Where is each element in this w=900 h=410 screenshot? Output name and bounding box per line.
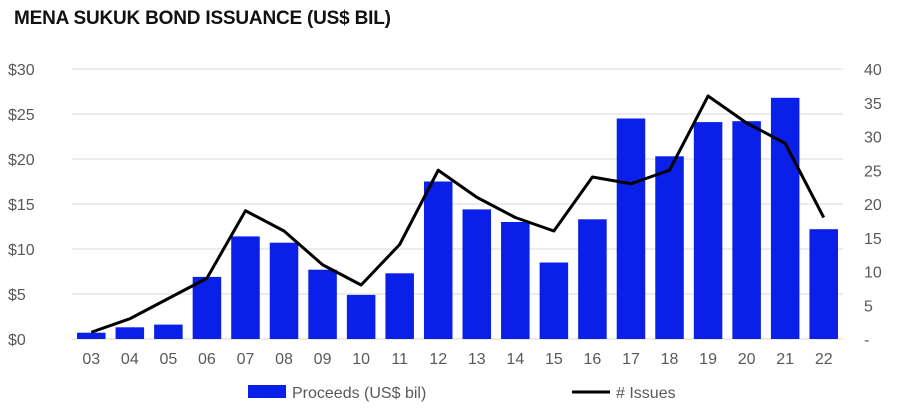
proceeds-bar [732, 121, 761, 339]
proceeds-bar [423, 181, 453, 339]
issues-line-path [90, 94, 826, 334]
x-tick-label: 06 [198, 351, 216, 368]
right-tick-label: 5 [864, 298, 873, 315]
proceeds-bar [231, 236, 260, 339]
right-tick-label: - [864, 332, 869, 349]
proceeds-bars [77, 97, 838, 339]
left-tick-label: $25 [8, 107, 35, 124]
right-tick-label: 20 [864, 197, 882, 214]
left-tick-label: $30 [8, 62, 35, 79]
left-tick-label: $5 [8, 287, 26, 304]
x-tick-label: 22 [815, 351, 833, 368]
x-tick-label: 16 [584, 351, 602, 368]
proceeds-bar [115, 327, 145, 339]
chart-title: MENA SUKUK BOND ISSUANCE (US$ BIL) [14, 8, 391, 29]
right-tick-label: 15 [864, 231, 882, 248]
proceeds-bar [308, 269, 337, 339]
proceeds-bar [501, 222, 530, 339]
x-tick-label: 05 [159, 351, 177, 368]
proceeds-bar [192, 276, 222, 339]
x-tick-label: 17 [622, 351, 640, 368]
proceeds-bar [539, 262, 569, 339]
proceeds-bar [269, 242, 299, 339]
proceeds-bar [578, 219, 607, 339]
x-tick-label: 11 [391, 351, 408, 368]
x-axis-ticks: 03 04 05 06 07 08 09 10 11 12 13 14 15 16 17 18 19 20 21 22 [82, 351, 832, 368]
x-tick-label: 09 [314, 351, 332, 368]
legend: Proceeds (US$ bil) # Issues [248, 385, 676, 402]
x-tick-label: 13 [468, 351, 486, 368]
legend-label-issues: # Issues [616, 385, 676, 402]
proceeds-bar [154, 324, 183, 339]
x-tick-label: 18 [661, 351, 679, 368]
right-tick-label: 25 [864, 163, 882, 180]
left-tick-label: $0 [8, 332, 26, 349]
proceeds-bar [655, 156, 684, 339]
proceeds-bar [385, 273, 414, 339]
x-tick-label: 07 [237, 351, 255, 368]
proceeds-bar [462, 209, 492, 339]
left-axis-ticks: $0 $5 $10 $15 $20 $25 $30 [8, 62, 35, 349]
x-tick-label: 12 [429, 351, 447, 368]
x-tick-label: 15 [545, 351, 563, 368]
proceeds-bar [346, 294, 376, 339]
left-tick-label: $20 [8, 152, 35, 169]
right-tick-label: 10 [864, 265, 882, 282]
x-tick-label: 08 [275, 351, 293, 368]
right-axis-ticks: - 5 10 15 20 25 30 35 40 [864, 62, 882, 349]
proceeds-bar [77, 332, 106, 339]
left-tick-label: $10 [8, 242, 35, 259]
x-tick-label: 10 [352, 351, 370, 368]
x-tick-label: 20 [738, 351, 756, 368]
x-tick-label: 04 [121, 351, 139, 368]
x-tick-label: 14 [506, 351, 524, 368]
x-tick-label: 03 [82, 351, 100, 368]
legend-swatch-proceeds [248, 385, 286, 398]
right-tick-label: 35 [864, 96, 882, 113]
x-tick-label: 19 [699, 351, 717, 368]
legend-label-proceeds: Proceeds (US$ bil) [292, 385, 426, 402]
proceeds-bar [616, 118, 646, 339]
proceeds-bar [809, 229, 838, 339]
proceeds-bar [770, 97, 800, 339]
right-tick-label: 30 [864, 130, 882, 147]
right-tick-label: 40 [864, 62, 882, 79]
issues-line [90, 94, 826, 334]
x-tick-label: 21 [776, 351, 794, 368]
left-tick-label: $15 [8, 197, 35, 214]
proceeds-bar [693, 122, 723, 339]
